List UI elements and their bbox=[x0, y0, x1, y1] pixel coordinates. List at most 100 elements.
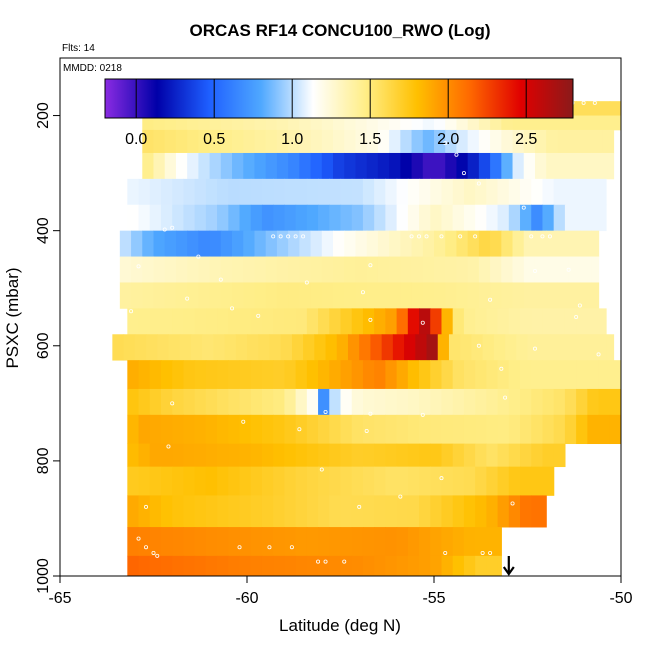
heatmap-cell bbox=[362, 178, 375, 206]
heatmap-cell bbox=[153, 230, 166, 257]
heatmap-cell bbox=[329, 360, 342, 390]
heatmap-cell bbox=[265, 256, 278, 283]
arrow-marker bbox=[502, 556, 515, 576]
heatmap-cell bbox=[325, 334, 338, 361]
heatmap-cell bbox=[250, 360, 263, 390]
heatmap-cell bbox=[142, 282, 155, 309]
heatmap-cell bbox=[366, 115, 379, 131]
heatmap-cell bbox=[497, 495, 510, 528]
heatmap-cell bbox=[228, 178, 241, 206]
heatmap-cell bbox=[288, 115, 300, 131]
heatmap-cell bbox=[512, 256, 525, 283]
sample-point bbox=[170, 401, 175, 406]
chart-title: ORCAS RF14 CONCU100_RWO (Log) bbox=[190, 21, 491, 40]
heatmap-cell bbox=[340, 360, 353, 390]
heatmap-cell bbox=[430, 308, 443, 335]
heatmap-cell bbox=[557, 282, 570, 309]
sample-point bbox=[581, 100, 586, 105]
heatmap-cell bbox=[288, 152, 300, 180]
heatmap-cell bbox=[276, 115, 289, 131]
y-tick-label: 800 bbox=[35, 447, 52, 474]
heatmap-cell bbox=[415, 334, 428, 361]
heatmap-cell bbox=[508, 466, 521, 496]
heatmap-cell bbox=[333, 256, 345, 283]
heatmap-cell bbox=[351, 388, 364, 416]
heatmap-cell bbox=[385, 178, 398, 206]
heatmap-cell bbox=[228, 204, 241, 232]
heatmap-cell bbox=[587, 414, 600, 445]
heatmap-cell bbox=[445, 282, 458, 309]
heatmap-cell bbox=[542, 443, 555, 468]
heatmap-cell bbox=[576, 101, 588, 116]
heatmap-cell bbox=[400, 115, 413, 131]
heatmap-cell bbox=[508, 388, 521, 416]
heatmap-cell bbox=[217, 388, 229, 416]
heatmap-cell bbox=[243, 129, 256, 154]
heatmap-cell bbox=[280, 334, 293, 361]
heatmap-cell bbox=[239, 466, 252, 496]
heatmap-cell bbox=[265, 230, 278, 257]
heatmap-cell bbox=[261, 308, 274, 335]
heatmap-cell bbox=[131, 256, 143, 283]
heatmap-cell bbox=[138, 308, 151, 335]
heatmap-cell bbox=[579, 282, 592, 309]
heatmap-cell bbox=[598, 360, 611, 390]
heatmap-cell bbox=[217, 308, 229, 335]
heatmap-cell bbox=[295, 414, 308, 445]
heatmap-cell bbox=[520, 388, 532, 416]
heatmap-cell bbox=[314, 334, 327, 361]
heatmap-cell bbox=[389, 115, 401, 131]
sample-point bbox=[439, 234, 444, 239]
heatmap-cell bbox=[142, 152, 155, 180]
heatmap-cell bbox=[463, 527, 476, 557]
heatmap-cell bbox=[153, 256, 166, 283]
heatmap-cell bbox=[250, 466, 263, 496]
colorbar-tick-label: 1.0 bbox=[281, 131, 303, 148]
sample-point bbox=[596, 352, 601, 357]
heatmap-cell bbox=[609, 101, 621, 116]
heatmap-cell bbox=[564, 178, 577, 206]
heatmap-cell bbox=[359, 334, 372, 361]
sample-point bbox=[424, 234, 429, 239]
heatmap-cell bbox=[441, 527, 454, 557]
heatmap-cell bbox=[497, 443, 510, 468]
heatmap-cell bbox=[557, 230, 570, 257]
heatmap-cell bbox=[411, 129, 424, 154]
heatmap-cell bbox=[523, 282, 536, 309]
heatmap-cell bbox=[579, 115, 592, 131]
sample-point bbox=[230, 306, 235, 311]
heatmap-cell bbox=[553, 360, 566, 390]
heatmap-cell bbox=[284, 204, 297, 232]
heatmap-cell bbox=[273, 360, 285, 390]
heatmap-cell bbox=[400, 230, 413, 257]
heatmap-cell bbox=[333, 282, 345, 309]
sample-point bbox=[293, 234, 298, 239]
heatmap-cell bbox=[531, 388, 544, 416]
heatmap-cell bbox=[164, 282, 177, 309]
heatmap-cell bbox=[419, 495, 431, 528]
sample-point bbox=[323, 409, 328, 414]
heatmap-cell bbox=[228, 360, 241, 390]
heatmap-cell bbox=[419, 204, 431, 232]
heatmap-cell bbox=[138, 443, 151, 468]
heatmap-cell bbox=[329, 388, 342, 416]
heatmap-cell bbox=[452, 360, 465, 390]
heatmap-cell bbox=[531, 443, 544, 468]
heatmap-cell bbox=[362, 204, 375, 232]
heatmap-cell bbox=[407, 308, 420, 335]
heatmap-cell bbox=[598, 204, 607, 232]
heatmap-cell bbox=[318, 178, 330, 206]
sample-point bbox=[278, 234, 283, 239]
heatmap-cell bbox=[168, 334, 181, 361]
heatmap-cell bbox=[456, 256, 469, 283]
heatmap-cell bbox=[355, 256, 368, 283]
x-axis: -65 -60 -55 -50 bbox=[48, 576, 633, 607]
colorbar-ticks: 0.0 0.5 1.0 1.5 2.0 2.5 bbox=[125, 79, 537, 148]
heatmap-cell bbox=[478, 256, 491, 283]
heatmap-cell bbox=[523, 256, 536, 283]
heatmap-cell bbox=[198, 230, 211, 257]
heatmap-cell bbox=[445, 129, 458, 154]
heatmap-cell bbox=[228, 388, 241, 416]
x-tick-label: -65 bbox=[48, 590, 71, 607]
heatmap-cell bbox=[389, 230, 401, 257]
